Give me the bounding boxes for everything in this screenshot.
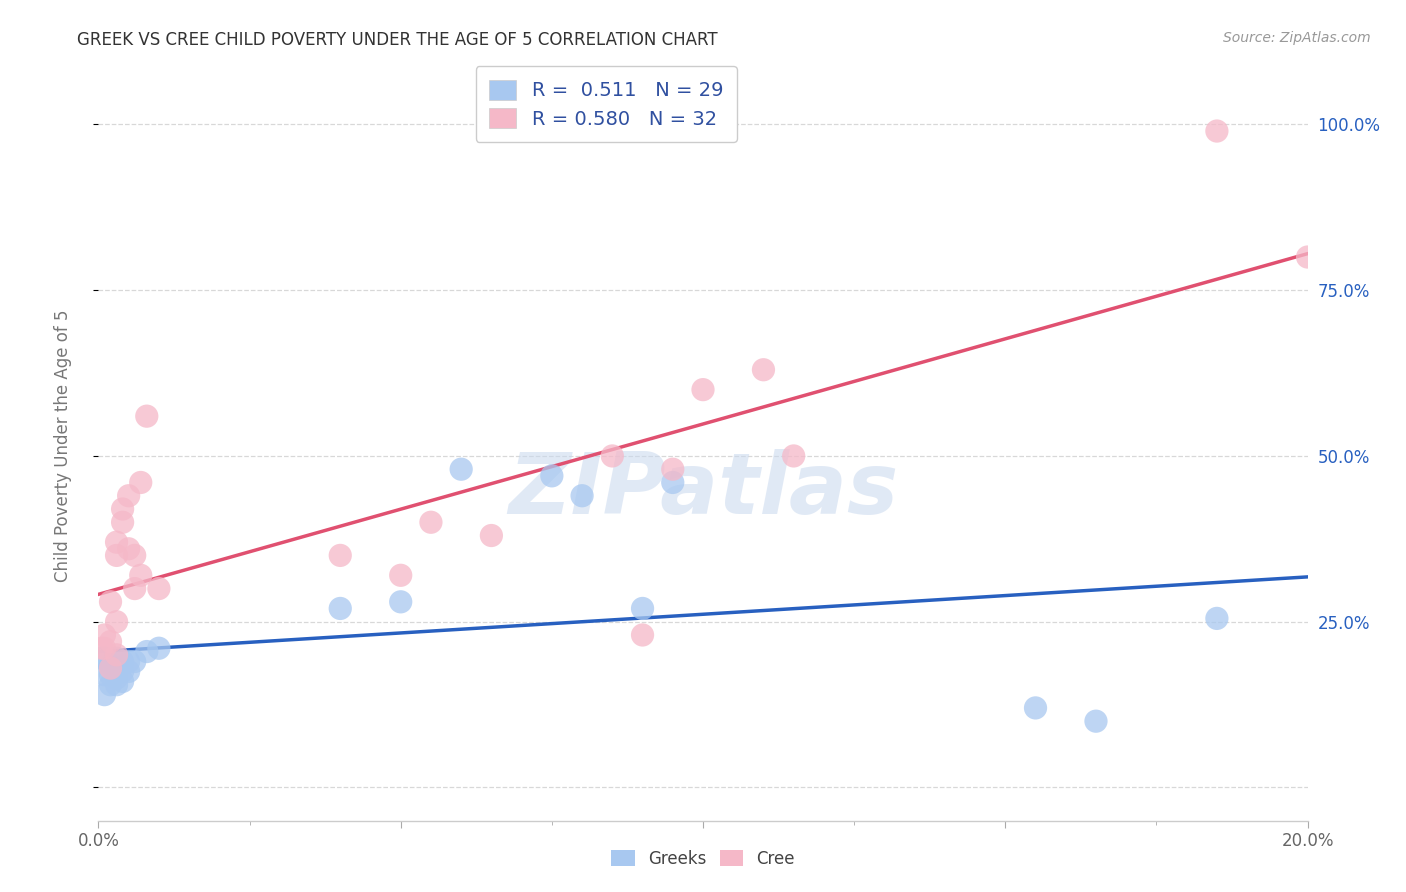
Point (111, 502, 134, 516)
Point (661, 475, 683, 490)
Point (118, 665, 141, 679)
Point (329, 549, 352, 563)
Point (1024, 701, 1046, 715)
Point (118, 655, 141, 669)
Point (129, 568, 152, 582)
Point (100, 661, 122, 675)
Point (602, 449, 624, 463)
Point (420, 515, 443, 529)
Point (631, 601, 654, 615)
Point (389, 568, 412, 582)
Legend: R =  0.511   N = 29, R = 0.580   N = 32: R = 0.511 N = 29, R = 0.580 N = 32 (475, 66, 737, 142)
Point (124, 549, 146, 563)
Point (105, 549, 128, 563)
Y-axis label: Child Poverty Under the Age of 5: Child Poverty Under the Age of 5 (53, 310, 72, 582)
Point (105, 648, 128, 662)
Point (329, 601, 352, 615)
Point (135, 409, 157, 424)
Point (100, 667, 122, 681)
Point (540, 468, 562, 483)
Point (111, 515, 134, 529)
Point (783, 449, 806, 463)
Point (100, 678, 122, 692)
Point (1085, 714, 1108, 728)
Point (389, 595, 412, 609)
Point (93, 641, 115, 656)
Point (1206, 124, 1229, 138)
Point (100, 657, 122, 672)
Point (100, 595, 122, 609)
Text: Source: ZipAtlas.com: Source: ZipAtlas.com (1223, 31, 1371, 45)
Point (111, 655, 134, 669)
Point (105, 535, 128, 549)
Point (93, 628, 115, 642)
Point (105, 651, 128, 665)
Point (1296, 250, 1319, 264)
Point (118, 541, 141, 556)
Point (93, 667, 115, 681)
Point (100, 634, 122, 648)
Point (124, 582, 146, 596)
Point (118, 489, 141, 503)
Point (105, 665, 128, 679)
Point (135, 644, 157, 658)
Point (148, 582, 170, 596)
Point (111, 674, 134, 689)
Text: ZIPatlas: ZIPatlas (508, 450, 898, 533)
Point (129, 475, 152, 490)
Point (450, 462, 472, 476)
Point (124, 655, 146, 669)
Point (105, 615, 128, 629)
Point (111, 665, 134, 679)
Point (105, 678, 128, 692)
Point (631, 628, 654, 642)
Point (571, 489, 593, 503)
Text: GREEK VS CREE CHILD POVERTY UNDER THE AGE OF 5 CORRELATION CHART: GREEK VS CREE CHILD POVERTY UNDER THE AG… (77, 31, 718, 49)
Point (90, 641, 112, 656)
Point (148, 641, 170, 656)
Point (1206, 611, 1229, 625)
Point (481, 528, 503, 542)
Legend: Greeks, Cree: Greeks, Cree (605, 844, 801, 875)
Point (752, 363, 775, 377)
Point (93, 688, 115, 702)
Point (661, 462, 683, 476)
Point (93, 651, 115, 665)
Point (90, 651, 112, 665)
Point (692, 383, 714, 397)
Point (105, 671, 128, 685)
